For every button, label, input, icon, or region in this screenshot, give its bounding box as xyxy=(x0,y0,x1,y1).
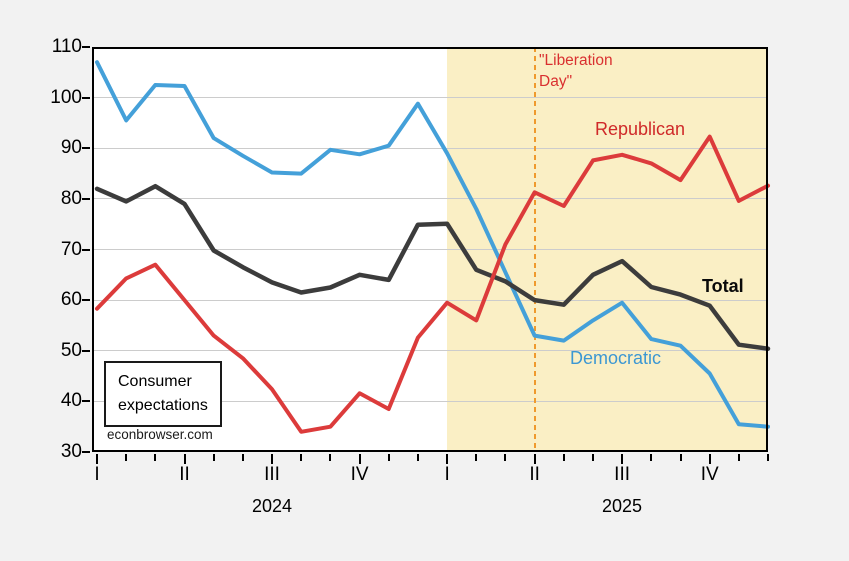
quarter-label-15: II xyxy=(529,464,540,485)
year-label-2024: 2024 xyxy=(251,496,293,516)
total-series-label: Total xyxy=(702,276,744,296)
democratic-series-label: Democratic xyxy=(570,348,662,368)
y-axis-label-40: 40 xyxy=(60,390,82,412)
y-axis-tick-30 xyxy=(82,451,90,453)
gridline-80 xyxy=(92,198,768,200)
y-axis-label-50: 50 xyxy=(60,339,82,361)
quarter-label-18: III xyxy=(614,464,631,485)
y-axis-tick-50 xyxy=(82,349,90,352)
quarter-label-0: I xyxy=(94,464,100,485)
title-line2: expectations xyxy=(118,397,208,414)
month-tick-2025-03 xyxy=(504,454,507,461)
quarter-tick-2024-01 xyxy=(96,454,98,464)
gridline-70 xyxy=(92,249,768,250)
quarter-label-12: I xyxy=(444,464,450,485)
month-tick-2024-06 xyxy=(241,454,244,461)
gridline-40 xyxy=(92,400,768,402)
liberation-day-vline xyxy=(533,47,536,452)
month-tick-2025-09 xyxy=(679,454,682,461)
consumer-expectations-box: Consumer expectations xyxy=(104,361,222,427)
y-axis-tick-90 xyxy=(82,147,90,150)
y-axis-label-60: 60 xyxy=(60,289,82,311)
series-line-republican xyxy=(95,134,770,434)
month-tick-2025-02 xyxy=(475,454,478,461)
gridline-50 xyxy=(92,350,768,352)
month-tick-2025-05 xyxy=(562,454,565,461)
series-line-total xyxy=(94,183,771,351)
month-tick-2025-12 xyxy=(767,454,769,461)
quarter-tick-2024-07 xyxy=(271,454,273,464)
y-axis-tick-80 xyxy=(82,197,90,200)
quarter-tick-2025-10 xyxy=(708,454,711,464)
y-axis-label-30: 30 xyxy=(60,441,82,462)
y-axis-label-90: 90 xyxy=(60,137,82,159)
liberation-day-label: "Liberation Day" xyxy=(539,50,613,92)
y-axis-tick-110 xyxy=(82,46,90,48)
liberation-day-label-line2: Day" xyxy=(539,73,573,90)
quarter-tick-2024-04 xyxy=(183,454,186,464)
quarter-tick-2025-04 xyxy=(533,454,536,464)
year-label-2025: 2025 xyxy=(601,496,643,516)
gridline-90 xyxy=(92,147,768,149)
y-axis-label-100: 100 xyxy=(50,86,82,108)
title-line1: Consumer xyxy=(118,373,192,390)
month-tick-2024-09 xyxy=(329,454,332,461)
quarter-label-3: II xyxy=(179,464,190,485)
quarter-label-9: IV xyxy=(350,464,369,485)
month-tick-2024-03 xyxy=(154,454,157,461)
quarter-tick-2025-07 xyxy=(621,454,624,464)
watermark: econbrowser.com xyxy=(107,427,213,442)
y-axis-label-80: 80 xyxy=(60,187,82,209)
y-axis-tick-40 xyxy=(82,400,90,403)
series-line-democratic xyxy=(95,60,770,429)
month-tick-2025-08 xyxy=(650,454,653,461)
gridline-100 xyxy=(92,97,768,99)
y-axis-label-110: 110 xyxy=(51,36,82,57)
quarter-tick-2024-10 xyxy=(358,454,361,464)
gridline-60 xyxy=(92,299,768,301)
month-tick-2025-06 xyxy=(592,454,594,461)
plot-area: "Liberation Day" Republican Total Democr… xyxy=(82,46,771,464)
quarter-label-6: III xyxy=(264,464,280,485)
y-axis-tick-70 xyxy=(82,248,90,251)
month-tick-2024-11 xyxy=(387,454,390,461)
month-tick-2024-08 xyxy=(300,454,303,461)
quarter-tick-2025-01 xyxy=(446,454,449,464)
month-tick-2024-05 xyxy=(212,454,215,461)
y-axis-tick-100 xyxy=(82,96,90,99)
liberation-day-label-line1: "Liberation xyxy=(539,52,613,69)
month-tick-2024-12 xyxy=(416,454,419,461)
y-axis-label-70: 70 xyxy=(60,238,82,260)
y-axis-tick-60 xyxy=(82,299,90,302)
quarter-label-21: IV xyxy=(700,464,719,485)
series-lines xyxy=(94,60,771,434)
month-tick-2025-11 xyxy=(737,454,740,461)
month-tick-2024-02 xyxy=(125,454,128,461)
republican-series-label: Republican xyxy=(595,119,686,139)
